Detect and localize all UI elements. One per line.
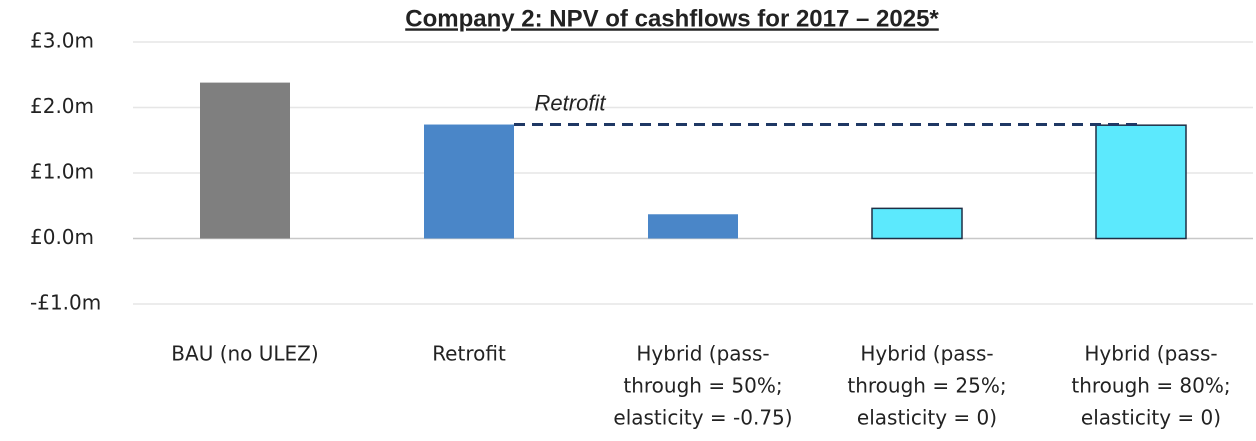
x-tick-label: through = 25%; <box>847 374 1006 398</box>
x-tick-label: BAU (no ULEZ) <box>171 342 318 366</box>
chart-title: Company 2: NPV of cashflows for 2017 – 2… <box>405 5 939 32</box>
y-tick-label: £1.0m <box>30 160 94 184</box>
bar <box>1095 124 1187 240</box>
y-tick-label: £0.0m <box>30 225 94 249</box>
x-tick-label: through = 50%; <box>623 374 782 398</box>
bar <box>424 124 514 239</box>
y-tick-label: £2.0m <box>30 94 94 118</box>
bar <box>648 214 738 239</box>
x-tick-label: through = 80%; <box>1071 374 1230 398</box>
x-tick-label: Hybrid (pass- <box>860 342 993 366</box>
y-tick-label: -£1.0m <box>30 291 101 315</box>
bar <box>200 82 290 239</box>
x-tick-label: Retrofit <box>432 342 506 366</box>
x-tick-label: Hybrid (pass- <box>1084 342 1217 366</box>
x-tick-label: elasticity = 0) <box>1081 406 1221 430</box>
x-tick-label: elasticity = 0) <box>857 406 997 430</box>
y-tick-label: £3.0m <box>30 29 94 53</box>
annotation: Retrofit <box>535 90 607 115</box>
x-tick-label: elasticity = -0.75) <box>613 406 792 430</box>
x-tick-label: Hybrid (pass- <box>636 342 769 366</box>
bar <box>871 207 963 240</box>
